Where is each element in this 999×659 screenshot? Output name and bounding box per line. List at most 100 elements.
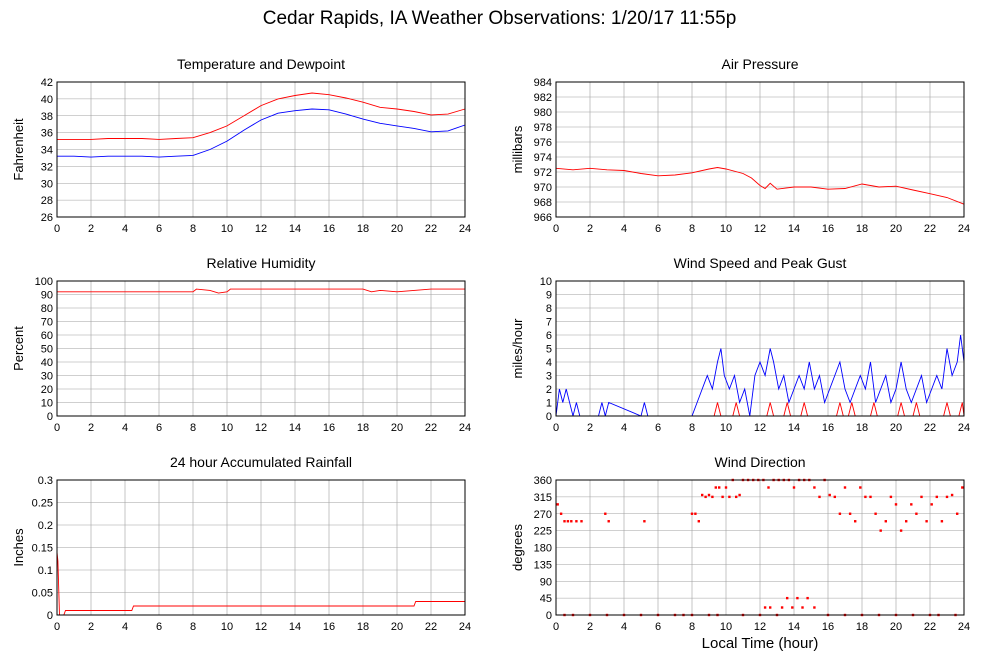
y-tick-label: 10	[540, 276, 552, 288]
y-tick-label: 0.05	[32, 588, 53, 600]
data-point	[792, 486, 796, 489]
x-tick-label: 18	[856, 422, 868, 434]
x-tick-label: 4	[122, 621, 128, 633]
data-point	[563, 520, 566, 523]
x-tick-label: 8	[689, 621, 695, 633]
x-tick-label: 6	[655, 422, 661, 434]
x-tick-label: 14	[788, 621, 800, 633]
x-tick-label: 0	[54, 223, 60, 235]
data-point	[791, 606, 794, 609]
y-tick-label: 40	[41, 94, 53, 106]
y-tick-label: 10	[41, 398, 53, 410]
x-tick-label: 10	[221, 621, 233, 633]
data-point	[879, 529, 882, 532]
y-tick-label: 50	[41, 344, 53, 356]
x-tick-label: 24	[459, 422, 471, 434]
y-tick-label: 974	[534, 152, 552, 164]
data-point	[848, 512, 852, 515]
x-tick-label: 16	[822, 621, 834, 633]
y-axis-label: Percent	[11, 326, 26, 371]
x-tick-label: 4	[122, 422, 128, 434]
x-tick-label: 14	[289, 621, 301, 633]
data-point	[780, 606, 784, 609]
y-tick-label: 0.25	[32, 498, 53, 510]
x-tick-label: 22	[924, 422, 936, 434]
data-point	[580, 520, 583, 523]
series-line-red	[555, 167, 965, 205]
plot-frame	[56, 280, 466, 417]
data-point	[786, 596, 789, 600]
series-line-red	[57, 92, 466, 140]
y-tick-label: 270	[534, 509, 552, 521]
plot-frame	[555, 479, 965, 616]
data-point	[884, 520, 887, 523]
data-point	[813, 486, 816, 489]
x-tick-label: 10	[720, 422, 732, 434]
data-point	[813, 606, 816, 609]
x-tick-label: 20	[890, 223, 902, 235]
x-tick-label: 4	[621, 223, 627, 235]
x-tick-label: 6	[655, 223, 661, 235]
x-tick-label: 18	[856, 621, 868, 633]
x-tick-label: 12	[754, 422, 766, 434]
data-point	[724, 486, 728, 489]
x-tick-label: 10	[720, 621, 732, 633]
page-title: Cedar Rapids, IA Weather Observations: 1…	[262, 8, 737, 29]
data-point	[935, 495, 938, 499]
data-point	[767, 486, 770, 489]
y-tick-label: 70	[41, 317, 53, 329]
y-tick-label: 0.2	[38, 520, 53, 532]
y-tick-label: 36	[41, 128, 53, 140]
x-tick-label: 18	[357, 422, 369, 434]
y-tick-label: 978	[534, 122, 552, 134]
y-axis-label: Fahrenheit	[11, 118, 26, 181]
series-line-blue	[555, 334, 965, 417]
x-tick-label: 0	[553, 223, 559, 235]
data-point	[915, 512, 918, 515]
y-axis-label: Inches	[11, 528, 26, 567]
y-tick-label: 0.15	[32, 543, 53, 555]
y-tick-label: 4	[546, 357, 552, 369]
data-point	[769, 606, 772, 609]
y-tick-label: 0.3	[38, 475, 53, 487]
x-tick-label: 0	[54, 621, 60, 633]
y-tick-label: 90	[540, 576, 552, 588]
plot-frame	[56, 479, 466, 616]
x-tick-label: 20	[391, 621, 403, 633]
y-tick-label: 968	[534, 197, 552, 209]
data-point	[869, 495, 872, 499]
plot-frame	[56, 81, 466, 218]
chart-title: Wind Direction	[714, 454, 805, 470]
x-tick-label: 8	[190, 621, 196, 633]
x-tick-label: 10	[720, 223, 732, 235]
y-axis-label: miles/hour	[510, 318, 525, 379]
y-tick-label: 984	[534, 77, 552, 89]
x-tick-label: 4	[122, 223, 128, 235]
y-axis-label: millibars	[510, 125, 525, 173]
x-tick-label: 22	[425, 621, 437, 633]
x-tick-label: 22	[924, 223, 936, 235]
x-tick-label: 18	[357, 223, 369, 235]
data-point	[735, 495, 738, 499]
plot-frame	[555, 280, 965, 417]
y-tick-label: 0	[546, 411, 552, 423]
x-tick-label: 24	[459, 621, 471, 633]
x-tick-label: 2	[587, 223, 593, 235]
data-point	[643, 520, 646, 523]
y-tick-label: 966	[534, 212, 552, 224]
data-point	[738, 493, 741, 497]
y-tick-label: 970	[534, 182, 552, 194]
data-point	[961, 486, 964, 489]
y-tick-label: 225	[534, 526, 552, 538]
data-point	[607, 520, 610, 523]
y-tick-label: 3	[546, 371, 552, 383]
y-tick-label: 40	[41, 357, 53, 369]
x-tick-label: 24	[958, 621, 970, 633]
x-tick-label: 10	[221, 223, 233, 235]
data-point	[920, 495, 923, 499]
x-tick-label: 12	[255, 223, 267, 235]
x-tick-label: 16	[323, 422, 335, 434]
